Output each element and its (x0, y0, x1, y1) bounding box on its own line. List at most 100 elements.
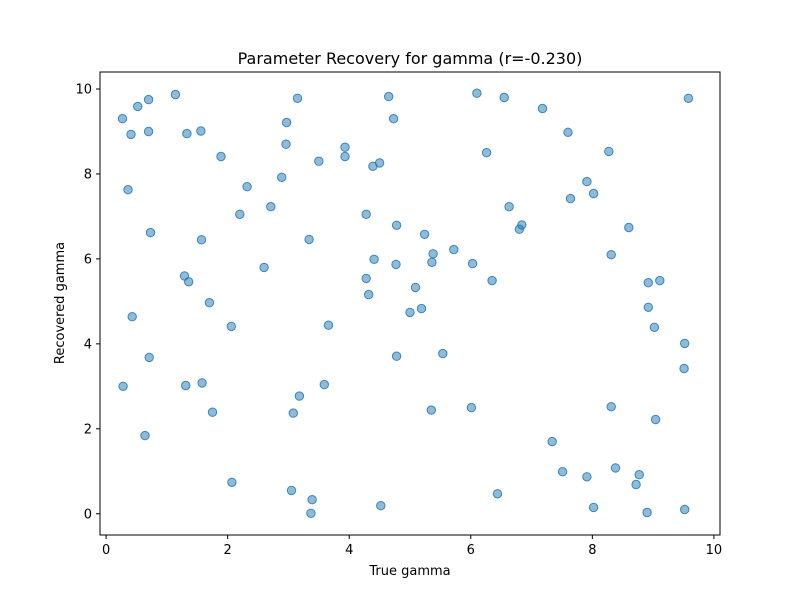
data-point (391, 259, 401, 270)
data-point (438, 348, 448, 359)
data-point (472, 88, 482, 98)
data-point (631, 479, 641, 490)
data-point (563, 127, 573, 138)
chart-title: Parameter Recovery for gamma (r=-0.230) (238, 49, 583, 68)
data-point (481, 148, 492, 158)
y-tick-label: 0 (84, 507, 92, 522)
data-point (604, 146, 614, 157)
data-point (127, 312, 137, 322)
data-point (281, 117, 292, 128)
data-point (537, 103, 548, 114)
data-point (606, 402, 616, 412)
y-tick-label: 6 (84, 252, 92, 267)
data-point (126, 129, 136, 140)
data-point (405, 307, 415, 318)
data-point (340, 151, 350, 162)
data-point (306, 508, 316, 518)
data-point (204, 298, 215, 308)
data-point (384, 91, 394, 102)
data-point (650, 414, 661, 425)
data-point (374, 158, 385, 168)
data-point (643, 302, 653, 312)
data-point (492, 489, 503, 499)
data-point (227, 477, 237, 487)
data-point (634, 470, 644, 480)
data-point (376, 501, 386, 511)
data-point (145, 227, 156, 238)
data-point (319, 379, 329, 390)
data-point (499, 92, 509, 103)
data-point (369, 254, 379, 264)
data-point (582, 176, 592, 187)
data-point (277, 172, 287, 183)
x-tick-label: 10 (706, 543, 723, 558)
data-point (467, 258, 478, 269)
data-point (118, 381, 128, 391)
data-point (133, 101, 143, 112)
data-point (624, 222, 634, 233)
data-point (588, 188, 599, 199)
data-point (606, 250, 616, 260)
data-point (314, 156, 324, 166)
data-point (504, 202, 514, 212)
data-point (281, 139, 291, 149)
data-point (679, 363, 689, 374)
data-point (649, 322, 660, 332)
y-tick-label: 2 (84, 422, 92, 437)
data-point (294, 391, 305, 401)
y-tick-label: 8 (84, 167, 92, 182)
data-point (170, 89, 181, 100)
data-point (140, 430, 150, 441)
data-point (410, 282, 421, 293)
data-points (117, 88, 694, 518)
data-point (117, 114, 128, 124)
data-point (610, 463, 621, 473)
data-point (391, 220, 402, 231)
data-point (487, 275, 497, 286)
data-point (143, 126, 154, 137)
data-point (427, 257, 437, 267)
data-point (388, 114, 399, 124)
data-point (683, 93, 694, 104)
data-point (680, 504, 690, 515)
data-point (207, 407, 218, 417)
data-point (181, 380, 191, 391)
x-tick-label: 0 (102, 543, 110, 558)
data-point (391, 351, 402, 361)
data-point (340, 142, 350, 152)
data-point (123, 185, 133, 195)
data-point (304, 234, 314, 245)
data-point (266, 202, 276, 212)
data-point (292, 93, 303, 104)
data-point (197, 378, 207, 388)
data-point (307, 495, 317, 505)
data-point (259, 262, 269, 273)
data-point (364, 289, 374, 300)
data-point (680, 338, 690, 349)
data-point (235, 209, 245, 220)
data-point (226, 321, 237, 332)
data-point (426, 405, 436, 415)
data-point (565, 193, 576, 204)
data-point (288, 408, 298, 418)
data-point (449, 244, 459, 255)
x-tick-label: 4 (345, 543, 353, 558)
x-tick-label: 2 (224, 543, 232, 558)
data-point (557, 467, 568, 477)
data-point (582, 472, 592, 482)
data-point (144, 352, 154, 363)
data-point (196, 126, 206, 136)
data-point (514, 224, 525, 234)
data-point (216, 151, 226, 162)
data-point (643, 278, 653, 288)
data-point (184, 277, 194, 287)
data-point (143, 94, 154, 105)
y-axis: 0 2 4 6 8 10 (75, 82, 100, 522)
y-tick-label: 4 (84, 337, 92, 352)
data-point (416, 303, 427, 314)
x-axis: 0 2 4 6 8 10 (102, 535, 722, 558)
data-point (182, 128, 192, 139)
data-point (428, 249, 438, 259)
data-point (361, 209, 371, 220)
